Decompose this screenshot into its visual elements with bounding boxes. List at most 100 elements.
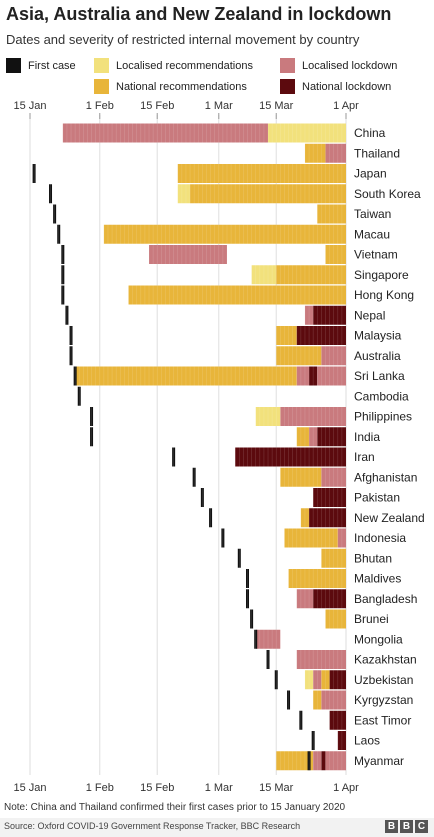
bar-segment: [296, 326, 346, 345]
bar-segment: [313, 488, 346, 507]
bbc-logo-block: B: [400, 820, 413, 833]
bar-segment: [177, 184, 191, 204]
country-label: Nepal: [354, 308, 385, 322]
first-case-marker: [246, 569, 250, 588]
x-tick-label-top: 15 Feb: [140, 100, 174, 112]
bar-segment: [321, 467, 346, 487]
country-label: Maldives: [354, 572, 401, 586]
bar-segment: [177, 164, 346, 183]
first-case-marker: [61, 245, 65, 264]
bar-segment: [325, 751, 346, 771]
country-label: Thailand: [354, 146, 400, 160]
bar-segment: [309, 508, 346, 528]
first-case-marker: [274, 670, 278, 690]
chart-subtitle: Dates and severity of restricted interna…: [6, 32, 360, 47]
country-label: Pakistan: [354, 491, 400, 505]
bar-segment: [296, 650, 346, 669]
country-label: South Korea: [354, 187, 421, 201]
legend-swatch-localised-recommendations: [94, 58, 109, 73]
lockdown-timeline-chart: 15 Jan 15 Jan 1 Feb 1 Feb 15 Feb 15 Feb 1 Mar 1…: [13, 100, 425, 794]
bar-segment: [309, 427, 318, 447]
chart-note: Note: China and Thailand confirmed their…: [4, 802, 346, 813]
bar-segment: [276, 751, 314, 771]
country-label: Singapore: [354, 268, 409, 282]
x-tick-label-top: 15 Mar: [259, 100, 294, 112]
country-label: Bangladesh: [354, 592, 417, 606]
first-case-marker: [209, 508, 213, 528]
bar-segment: [304, 305, 314, 325]
country-label: Malaysia: [354, 329, 402, 343]
country-label: Iran: [354, 450, 375, 464]
country-label: Macau: [354, 227, 390, 241]
bar-segment: [325, 143, 346, 163]
bar-segment: [321, 690, 346, 710]
legend-label-national-recommendations: National recommendations: [116, 80, 247, 93]
legend-label-national-lockdown: National lockdown: [302, 80, 392, 93]
bar-segment: [62, 123, 269, 143]
country-label: Uzbekistan: [354, 673, 413, 687]
bar-segment: [337, 528, 346, 548]
bar-segment: [276, 326, 297, 345]
legend-swatch-localised-lockdown: [280, 58, 295, 73]
bar-segment: [309, 366, 318, 386]
bar-segment: [329, 710, 346, 730]
country-label: Myanmar: [354, 754, 404, 768]
bar-segment: [268, 123, 346, 143]
legend-item-first-case: First case: [6, 58, 76, 73]
country-label: Taiwan: [354, 207, 391, 221]
bar-segment: [149, 245, 227, 264]
first-case-marker: [254, 629, 258, 649]
bar-segment: [255, 629, 281, 649]
country-label: Mongolia: [354, 632, 403, 646]
legend-label-localised-recommendations: Localised recommendations: [116, 59, 253, 72]
first-case-marker: [73, 366, 77, 386]
legend-label-localised-lockdown: Localised lockdown: [302, 59, 398, 72]
bar-segment: [321, 548, 346, 568]
bar-segment: [128, 285, 346, 305]
country-label: Hong Kong: [354, 288, 414, 302]
bar-segment: [304, 143, 326, 163]
legend-item-national-lockdown: National lockdown: [280, 79, 391, 94]
bar-segment: [276, 346, 322, 366]
legend-item-localised-recommendations: Localised recommendations: [94, 58, 253, 73]
country-label: New Zealand: [354, 511, 425, 525]
first-case-marker: [246, 589, 250, 609]
country-label: Indonesia: [354, 531, 406, 545]
bar-segment: [103, 224, 346, 244]
bar-segment: [313, 670, 322, 690]
bbc-logo: B B C: [385, 820, 428, 833]
bar-segment: [313, 589, 346, 609]
country-label: East Timor: [354, 713, 411, 727]
first-case-marker: [32, 164, 36, 183]
first-case-marker: [266, 650, 270, 669]
bar-segment: [313, 751, 322, 771]
first-case-marker: [311, 731, 315, 750]
bar-segment: [251, 265, 277, 285]
footer: Source: Oxford COVID-19 Government Respo…: [0, 818, 434, 837]
bar-segment: [280, 407, 346, 426]
bar-segment: [235, 447, 346, 467]
legend-label-first-case: First case: [28, 59, 76, 72]
country-label: India: [354, 430, 380, 444]
first-case-marker: [287, 690, 291, 710]
legend-swatch-national-lockdown: [280, 79, 295, 94]
first-case-marker: [307, 751, 311, 771]
country-label: Japan: [354, 167, 387, 181]
bar-segment: [337, 731, 346, 750]
legend-item-localised-lockdown: Localised lockdown: [280, 58, 397, 73]
first-case-marker: [237, 548, 241, 568]
country-label: Cambodia: [354, 389, 409, 403]
bar-segment: [190, 184, 346, 204]
bar-segment: [313, 690, 322, 710]
first-case-marker: [192, 467, 196, 487]
bar-segment: [296, 366, 310, 386]
first-case-marker: [49, 184, 53, 204]
country-label: Kazakhstan: [354, 653, 417, 667]
country-label: Kyrgyzstan: [354, 693, 413, 707]
bar-segment: [329, 670, 346, 690]
bar-segment: [317, 366, 346, 386]
first-case-marker: [57, 224, 61, 244]
x-tick-label-bottom: 1 Mar: [205, 782, 233, 794]
country-label: Bhutan: [354, 551, 392, 565]
bar-segment: [317, 427, 346, 447]
